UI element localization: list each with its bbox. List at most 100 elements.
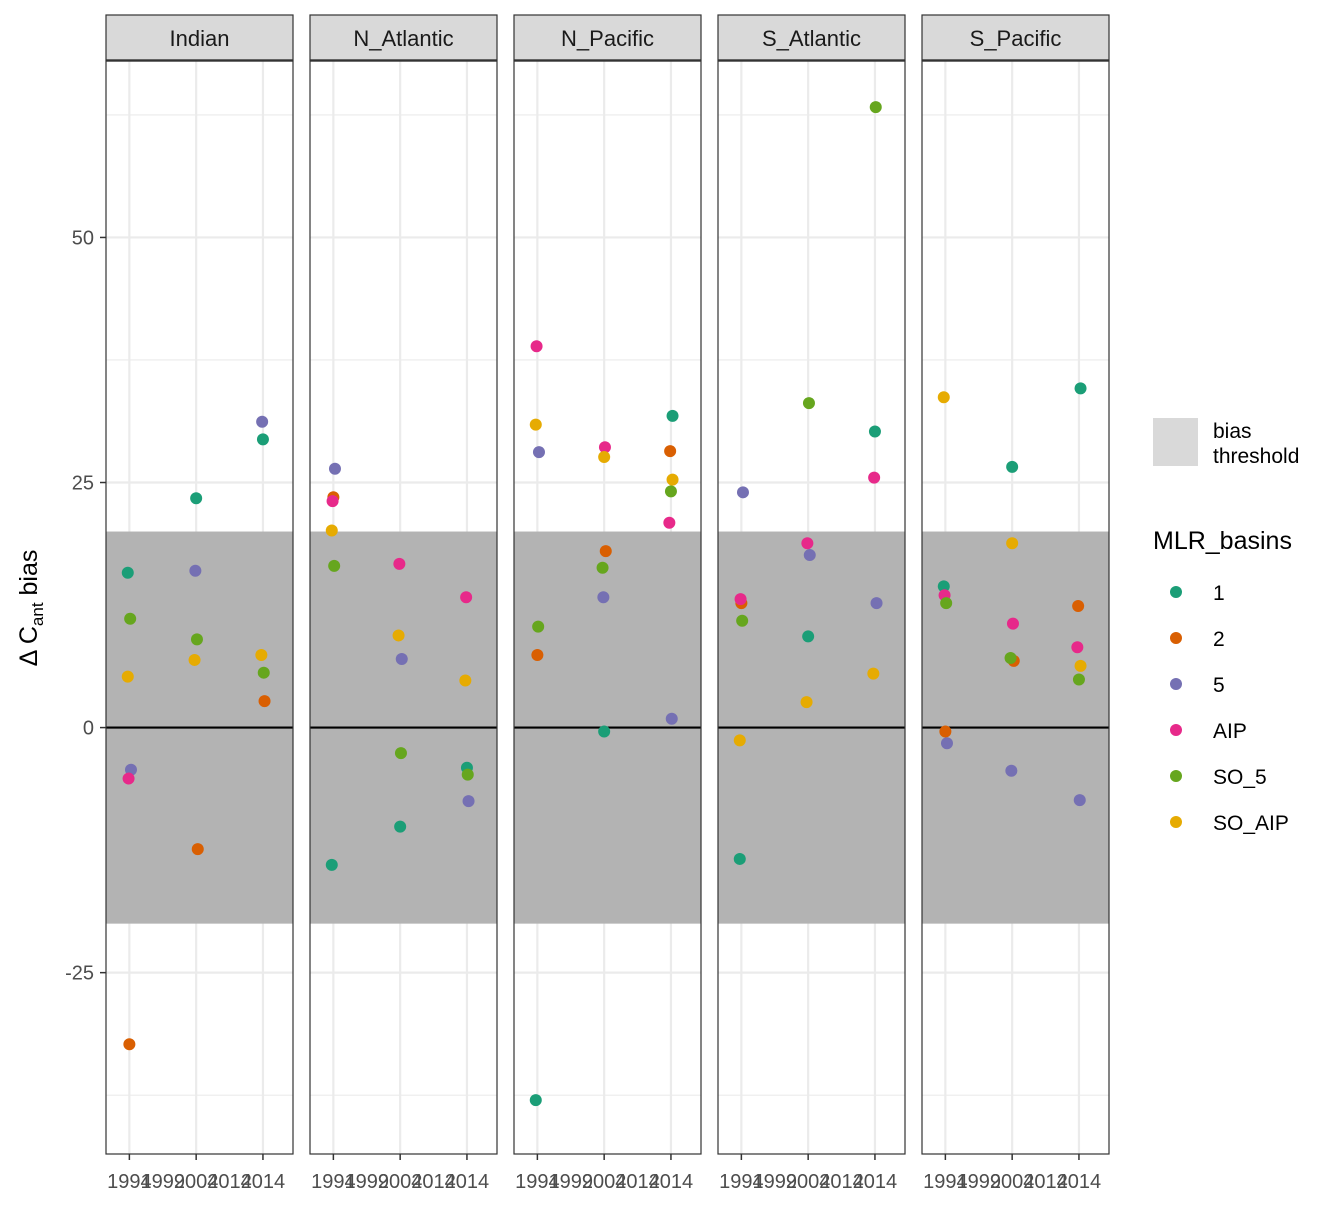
data-point-AIP (460, 591, 473, 604)
x-tick-label: 2014 (819, 1171, 864, 1193)
data-point-SO_AIP (255, 649, 268, 662)
data-point-2 (123, 1038, 136, 1051)
facet-strip-label: S_Atlantic (762, 26, 861, 51)
data-point-1 (1074, 382, 1087, 395)
data-point-SO_5 (1004, 651, 1017, 664)
x-tick-label: 1994 (923, 1171, 968, 1193)
data-point-AIP (1006, 617, 1019, 630)
data-point-SO_5 (394, 747, 407, 760)
data-point-SO_5 (328, 559, 341, 572)
x-tick-label: 2004 (582, 1171, 627, 1193)
legend-label: AIP (1213, 720, 1247, 743)
legend-title: MLR_basins (1153, 527, 1292, 555)
data-point-SO_AIP (937, 391, 950, 404)
x-tick-label: 2014 (649, 1171, 694, 1193)
data-point-2 (191, 843, 204, 856)
data-point-5 (395, 652, 408, 665)
data-point-SO_5 (940, 597, 953, 610)
y-tick-label: 50 (72, 227, 94, 249)
data-point-AIP (801, 537, 814, 550)
data-point-AIP (868, 471, 881, 484)
facet-strip (513, 14, 702, 61)
data-point-SO_AIP (800, 696, 813, 709)
data-point-2 (664, 445, 677, 458)
data-point-1 (1006, 460, 1019, 473)
data-point-SO_5 (257, 666, 270, 679)
data-point-5 (328, 462, 341, 475)
x-tick-label: 1994 (311, 1171, 356, 1193)
x-tick-label: 1994 (107, 1171, 152, 1193)
x-tick-label: 2004 (174, 1171, 219, 1193)
data-point-AIP (393, 557, 406, 570)
data-point-SO_5 (461, 768, 474, 781)
y-axis-title: Δ Cant bias (15, 550, 47, 667)
data-point-1 (256, 433, 269, 446)
legend-key-SO_5 (1170, 770, 1182, 782)
data-point-SO_5 (1072, 673, 1085, 686)
x-tick-label: 2004 (786, 1171, 831, 1193)
data-point-5 (940, 737, 953, 750)
data-point-AIP (734, 593, 747, 606)
data-point-AIP (326, 495, 339, 508)
legend-key-SO_AIP (1170, 816, 1182, 828)
legend-key-5 (1170, 678, 1182, 690)
data-point-5 (870, 597, 883, 610)
data-point-5 (532, 446, 545, 459)
legend-bias-threshold-key (1153, 418, 1198, 466)
x-tick-label: 1994 (515, 1171, 560, 1193)
x-tick-label: 2014 (445, 1171, 490, 1193)
data-point-5 (1073, 794, 1086, 807)
y-tick-label: -25 (65, 963, 94, 985)
data-point-SO_5 (532, 620, 545, 633)
legend-bias-threshold-label: bias (1213, 420, 1252, 443)
facet-panel-S_Pacific: S_Pacific (921, 14, 1110, 1155)
data-point-SO_AIP (121, 670, 134, 683)
data-point-AIP (1071, 641, 1084, 654)
data-point-SO_AIP (733, 734, 746, 747)
legend-key-1 (1170, 586, 1182, 598)
facet-panel-Indian: Indian (105, 14, 294, 1155)
data-point-SO_AIP (392, 629, 405, 642)
x-tick-label: 2014 (411, 1171, 456, 1193)
data-point-SO_AIP (459, 674, 472, 687)
legend-label: SO_5 (1213, 766, 1267, 789)
facet-strip-label: S_Pacific (970, 26, 1062, 51)
x-tick-label: 2014 (615, 1171, 660, 1193)
x-tick-label: 1999 (345, 1171, 390, 1193)
data-point-1 (190, 492, 203, 505)
x-tick-label: 2014 (241, 1171, 286, 1193)
data-point-5 (256, 415, 269, 428)
data-point-SO_5 (802, 397, 815, 410)
data-point-5 (189, 564, 202, 577)
data-point-2 (939, 725, 952, 738)
legend-bias-threshold-label: threshold (1213, 445, 1299, 468)
facet-strip-label: N_Atlantic (353, 26, 453, 51)
data-point-SO_5 (190, 633, 203, 646)
x-tick-label: 1999 (141, 1171, 186, 1193)
data-point-SO_5 (124, 612, 137, 625)
data-point-SO_AIP (1006, 537, 1019, 550)
data-point-AIP (663, 516, 676, 529)
data-point-SO_AIP (666, 473, 679, 486)
data-point-1 (598, 725, 611, 738)
facet-strip (717, 14, 906, 61)
x-tick-label: 1994 (719, 1171, 764, 1193)
data-point-1 (868, 425, 881, 438)
x-tick-label: 2014 (853, 1171, 898, 1193)
data-point-SO_AIP (867, 667, 880, 680)
data-point-SO_AIP (325, 524, 338, 537)
data-point-AIP (122, 772, 135, 785)
data-point-2 (258, 695, 271, 708)
data-point-5 (736, 486, 749, 499)
data-point-1 (666, 409, 679, 422)
facet-strip-label: N_Pacific (561, 26, 654, 51)
facet-panel-N_Pacific: N_Pacific (513, 14, 702, 1155)
y-axis: -25 0 25 50 (65, 227, 106, 985)
data-point-1 (325, 858, 338, 871)
data-point-2 (531, 649, 544, 662)
data-point-1 (802, 630, 815, 643)
legend-key-AIP (1170, 724, 1182, 736)
